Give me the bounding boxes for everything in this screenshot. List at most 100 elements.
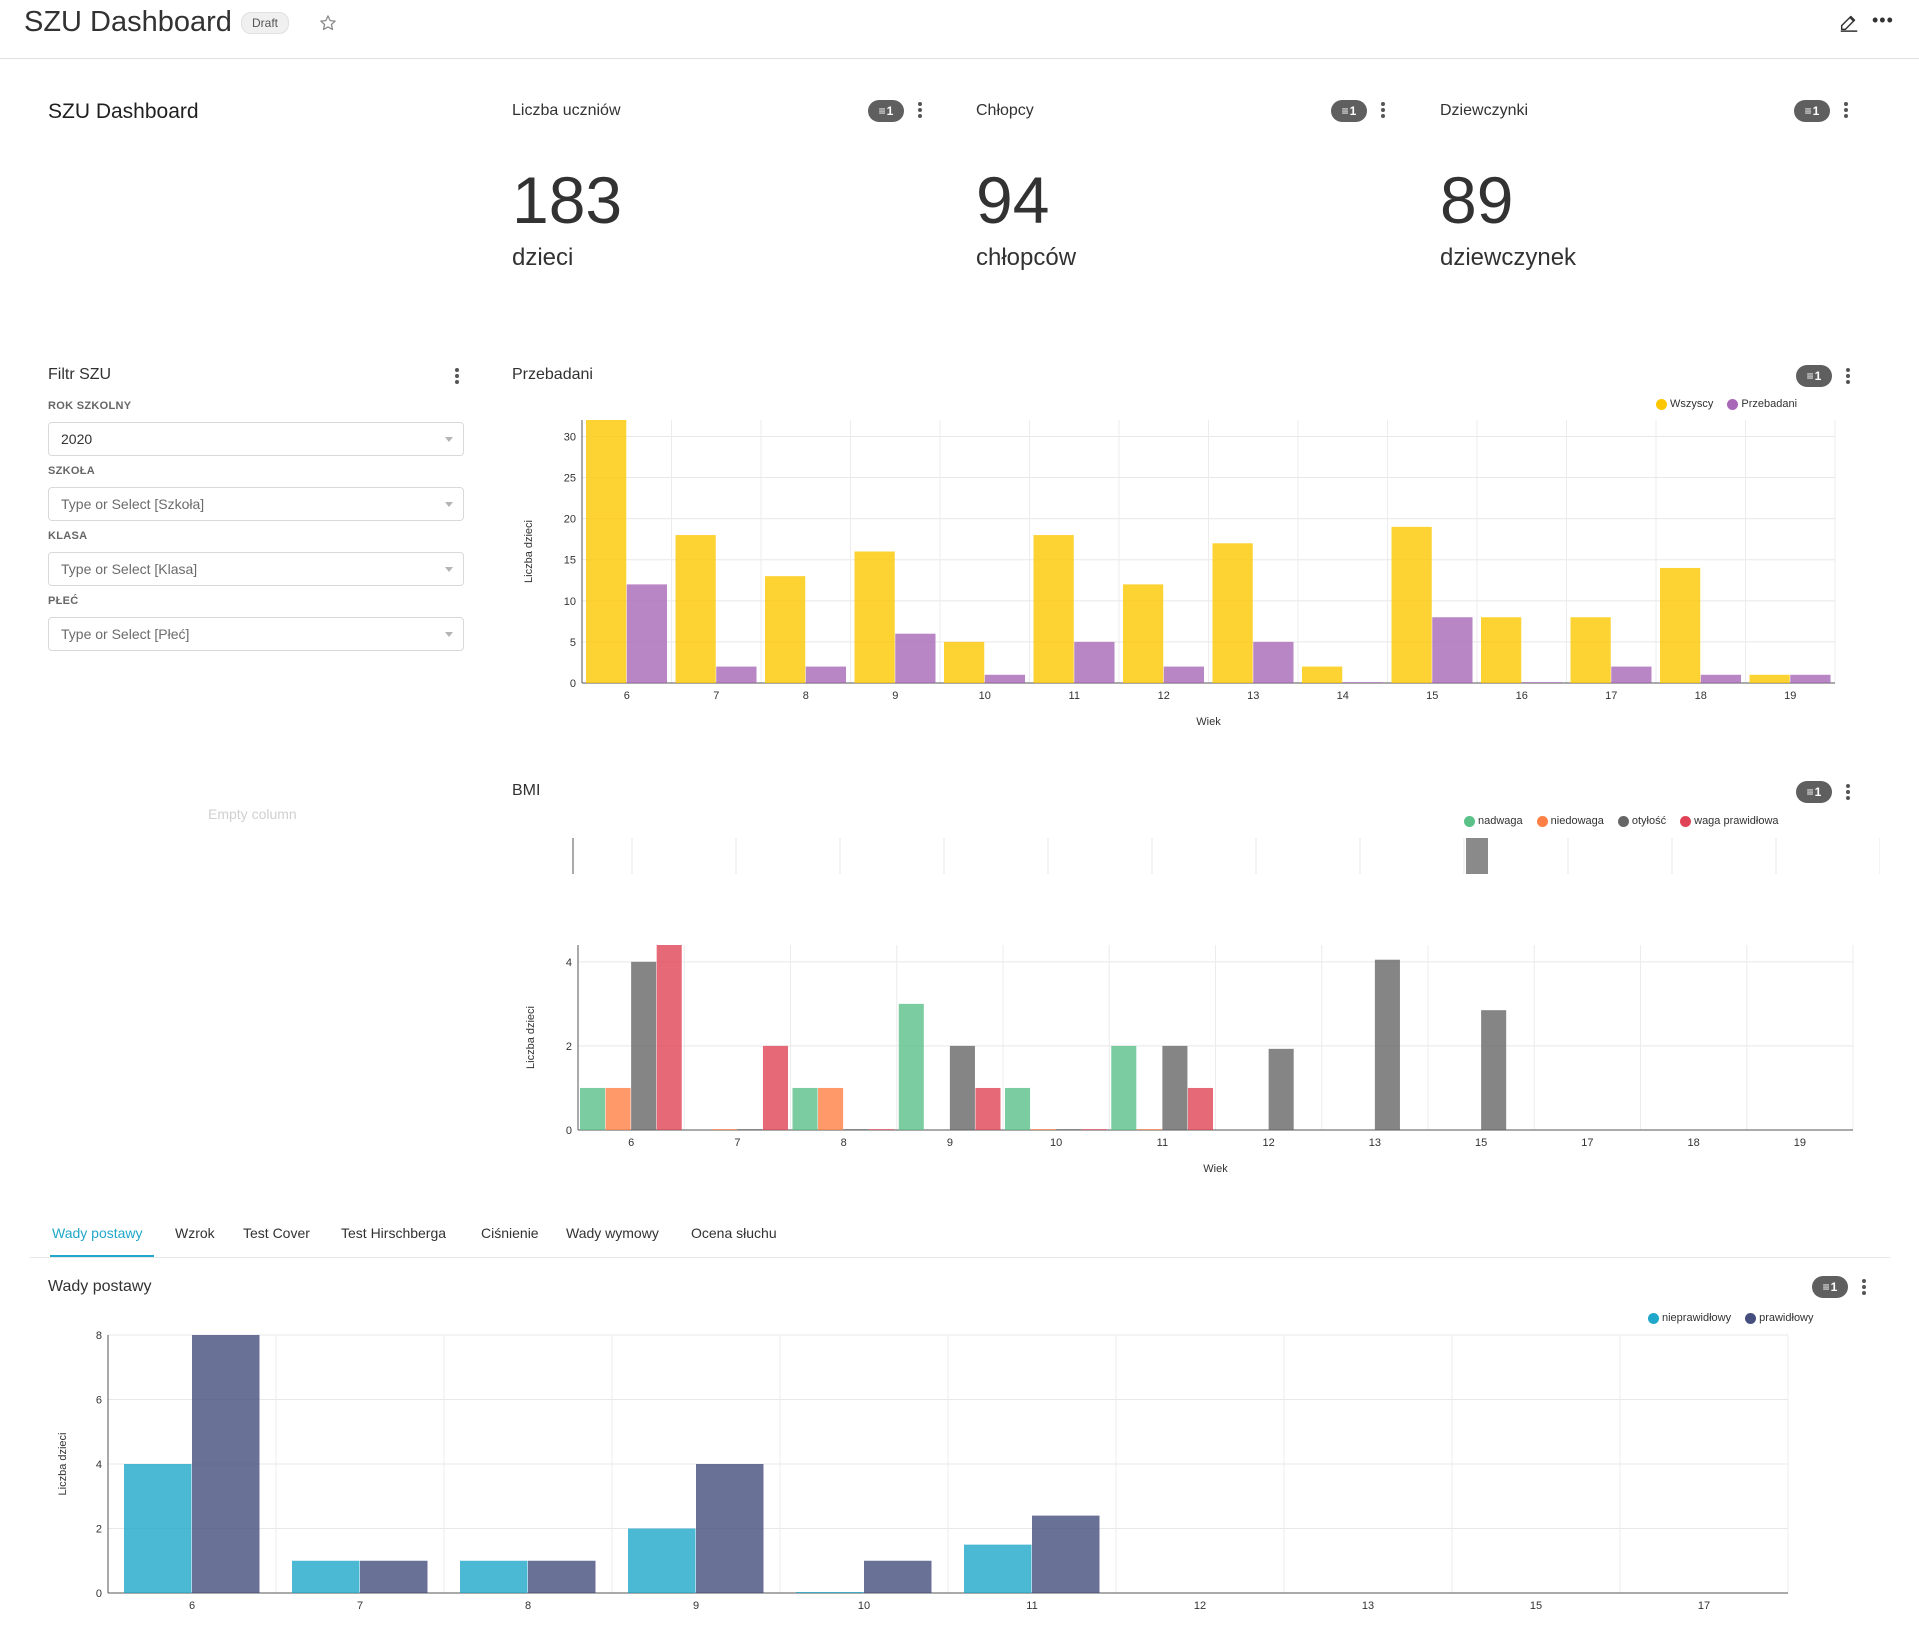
bar[interactable]: [818, 1087, 844, 1130]
filter-indicator-badge[interactable]: ≡ 1: [1796, 781, 1832, 803]
bar[interactable]: [1163, 666, 1204, 683]
bar[interactable]: [1253, 641, 1294, 683]
bar[interactable]: [124, 1464, 192, 1593]
kebab-menu-icon[interactable]: [454, 366, 460, 386]
bar[interactable]: [796, 1592, 864, 1593]
bar[interactable]: [805, 666, 846, 683]
tab-cisnienie[interactable]: Ciśnienie: [481, 1225, 539, 1241]
filter-indicator-badge[interactable]: ≡ 1: [1794, 100, 1830, 122]
bar[interactable]: [1056, 1129, 1082, 1130]
bar[interactable]: [360, 1560, 428, 1593]
legend-item[interactable]: Wszyscy: [1656, 398, 1713, 410]
filter-indicator-badge[interactable]: ≡ 1: [868, 100, 904, 122]
bar[interactable]: [631, 961, 657, 1130]
bar[interactable]: [460, 1560, 528, 1593]
bar[interactable]: [854, 551, 895, 684]
kebab-menu-icon[interactable]: [1845, 782, 1851, 802]
bar[interactable]: [975, 1087, 1001, 1130]
tab-test-cover[interactable]: Test Cover: [243, 1225, 310, 1241]
bar[interactable]: [737, 1129, 763, 1130]
select-rok-szkolny[interactable]: 2020: [48, 422, 464, 456]
bar[interactable]: [1481, 1010, 1507, 1130]
bar[interactable]: [1030, 1129, 1056, 1130]
bar[interactable]: [1611, 666, 1652, 683]
bar[interactable]: [1481, 617, 1522, 683]
bar[interactable]: [1432, 617, 1473, 683]
bar[interactable]: [696, 1464, 764, 1593]
bar[interactable]: [944, 641, 985, 683]
bar[interactable]: [1570, 617, 1611, 683]
bar[interactable]: [949, 1045, 975, 1130]
filter-indicator-badge[interactable]: ≡ 1: [1796, 365, 1832, 387]
bar[interactable]: [869, 1129, 895, 1130]
bar[interactable]: [1268, 1048, 1294, 1130]
legend-item[interactable]: niedowaga: [1536, 815, 1604, 827]
bar[interactable]: [1302, 666, 1343, 683]
bar[interactable]: [580, 1087, 606, 1130]
legend-item[interactable]: prawidłowy: [1745, 1312, 1814, 1324]
bar[interactable]: [1005, 1087, 1031, 1130]
kebab-menu-icon[interactable]: [1845, 366, 1851, 386]
bar[interactable]: [895, 633, 936, 683]
bar[interactable]: [1136, 1129, 1162, 1130]
bar[interactable]: [675, 535, 716, 683]
bar[interactable]: [605, 1087, 631, 1130]
chart-zoom-brush[interactable]: [560, 834, 1880, 874]
tab-wzrok[interactable]: Wzrok: [175, 1225, 215, 1241]
select-szkola[interactable]: Type or Select [Szkoła]: [48, 487, 464, 521]
more-options-icon[interactable]: •••: [1872, 10, 1894, 30]
edit-pencil-icon[interactable]: [1838, 11, 1860, 33]
bar[interactable]: [528, 1560, 596, 1593]
bar[interactable]: [1342, 682, 1383, 683]
kebab-menu-icon[interactable]: [1861, 1277, 1867, 1297]
bar[interactable]: [762, 1045, 788, 1130]
legend-item[interactable]: waga prawidłowa: [1680, 815, 1779, 827]
favorite-star-icon[interactable]: [318, 13, 338, 33]
bar[interactable]: [192, 1335, 260, 1593]
dashboard-title[interactable]: SZU Dashboard: [24, 6, 232, 38]
bar[interactable]: [843, 1129, 869, 1130]
bar[interactable]: [656, 945, 682, 1130]
bar[interactable]: [898, 1003, 924, 1130]
filter-indicator-badge[interactable]: ≡ 1: [1331, 100, 1367, 122]
bar[interactable]: [792, 1087, 818, 1130]
kebab-menu-icon[interactable]: [1843, 100, 1849, 120]
bar[interactable]: [626, 584, 667, 683]
bar[interactable]: [1790, 674, 1831, 683]
bar[interactable]: [964, 1544, 1032, 1593]
bar[interactable]: [292, 1560, 360, 1593]
bar[interactable]: [1660, 567, 1701, 683]
bar[interactable]: [1212, 543, 1253, 683]
bar[interactable]: [1187, 1087, 1213, 1130]
bar[interactable]: [1081, 1129, 1107, 1130]
bar[interactable]: [628, 1528, 696, 1594]
kebab-menu-icon[interactable]: [1380, 100, 1386, 120]
bar[interactable]: [1374, 959, 1400, 1130]
select-plec[interactable]: Type or Select [Płeć]: [48, 617, 464, 651]
bar[interactable]: [1111, 1045, 1137, 1130]
bar[interactable]: [1749, 674, 1790, 683]
bar[interactable]: [1032, 1515, 1100, 1593]
bar[interactable]: [765, 576, 806, 683]
kebab-menu-icon[interactable]: [917, 100, 923, 120]
bar[interactable]: [864, 1560, 932, 1593]
legend-item[interactable]: nieprawidłowy: [1648, 1312, 1731, 1324]
bar[interactable]: [711, 1129, 737, 1130]
tab-wady-postawy[interactable]: Wady postawy: [52, 1225, 143, 1241]
bar[interactable]: [586, 420, 627, 683]
legend-item[interactable]: Przebadani: [1727, 398, 1797, 410]
bar[interactable]: [716, 666, 757, 683]
select-klasa[interactable]: Type or Select [Klasa]: [48, 552, 464, 586]
tab-wady-wymowy[interactable]: Wady wymowy: [566, 1225, 659, 1241]
bar[interactable]: [1162, 1045, 1188, 1130]
bar[interactable]: [1123, 584, 1164, 683]
legend-item[interactable]: nadwaga: [1464, 815, 1523, 827]
bar[interactable]: [1521, 682, 1562, 683]
bar[interactable]: [1391, 526, 1432, 683]
bar[interactable]: [1700, 674, 1741, 683]
tab-ocena-sluchu[interactable]: Ocena słuchu: [691, 1225, 777, 1241]
legend-item[interactable]: otyłość: [1617, 815, 1666, 827]
bar[interactable]: [1033, 535, 1074, 683]
tab-test-hirschberga[interactable]: Test Hirschberga: [341, 1225, 447, 1241]
brush-handle[interactable]: [1466, 838, 1488, 874]
